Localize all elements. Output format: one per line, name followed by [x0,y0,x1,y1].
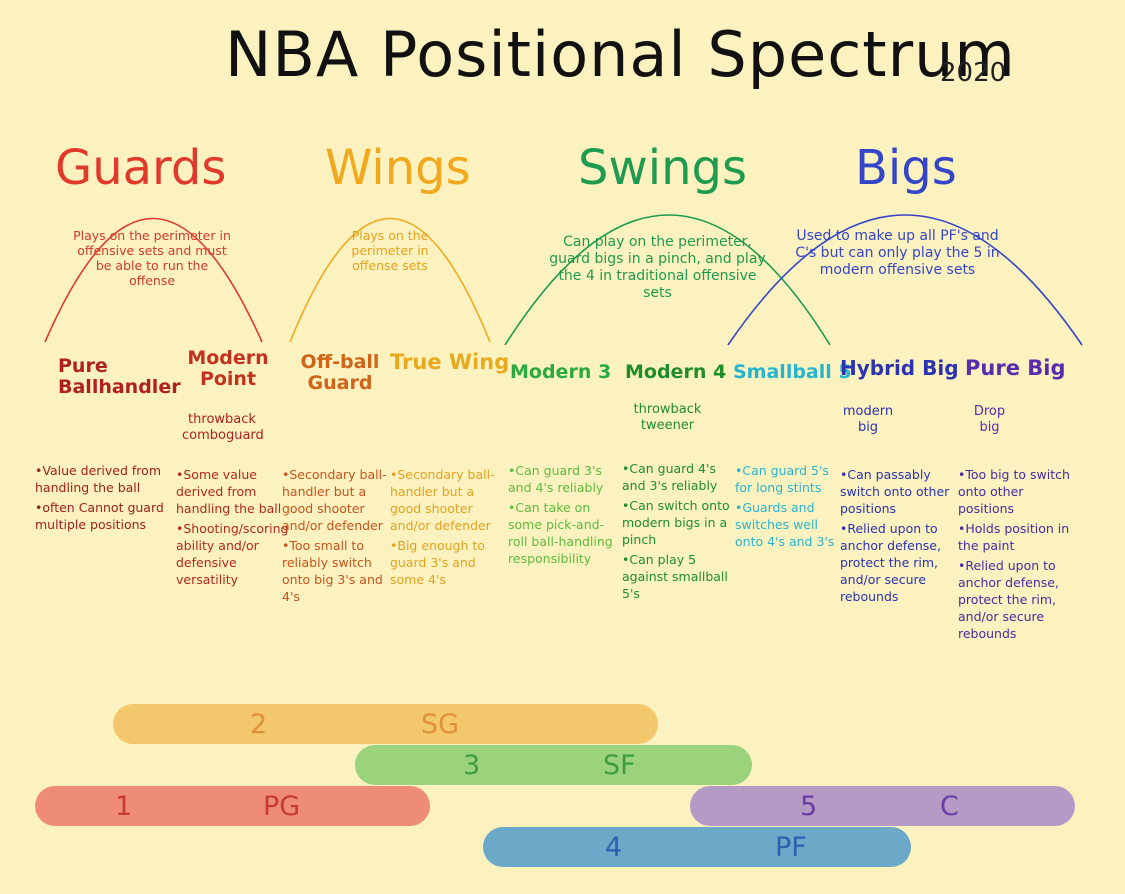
bullet: •Big enough to guard 3's and some 4's [390,538,485,587]
bullet: •Relied upon to anchor defense, protect … [958,558,1059,641]
guards-arc [44,217,263,343]
bullet: •Value derived from handling the ball [35,463,161,495]
wings-note: Plays on the perimeter in offense sets [351,228,429,273]
position-modern-point: Modern Point [187,347,269,390]
bullet: •Some value derived from handling the ba… [176,467,282,516]
bullet: •Secondary ball-handler but a good shoot… [390,467,495,533]
bar-position-4: 4 PF [483,827,911,867]
bullets-pure-ballhandler: •Value derived from handling the ball •o… [35,462,177,536]
bullet: •Can guard 5's for long stints [735,463,829,495]
bullet: •often Cannot guard multiple positions [35,500,164,532]
bullets-pure-big: •Too big to switch onto other positions … [958,466,1078,645]
bar-number: 2 [250,709,268,740]
bigs-title: Bigs [855,140,957,196]
position-smallball-5: Smallball 5 [733,361,852,383]
wings-title: Wings [325,140,471,196]
guards-note: Plays on the perimeter in offensive sets… [73,228,231,288]
bullet: •Guards and switches well onto 4's and 3… [735,500,835,549]
bullet: •Can take on some pick-and-roll ball-han… [508,500,613,566]
bullet: •Holds position in the paint [958,521,1070,553]
position-pure-big: Pure Big [965,356,1066,380]
swings-note: Can play on the perimeter, guard bigs in… [549,234,766,301]
bar-number: 5 [800,791,818,822]
bar-abbr: PG [263,791,301,822]
bullet: •Shooting/scoring ability and/or defensi… [176,521,289,587]
page-title: NBA Positional Spectrum [225,18,1016,91]
bullets-hybrid-big: •Can passably switch onto other position… [840,466,952,608]
guards-title: Guards [55,140,227,196]
bullet: •Can guard 3's and 4's reliably [508,463,604,495]
sub-hybrid-big: modern big [842,404,894,435]
bullet: •Can switch onto modern bigs in a pinch [622,498,730,547]
position-modern-3: Modern 3 [510,361,612,383]
bar-number: 1 [115,791,133,822]
year-label: 2020 [940,58,1007,88]
bullet: •Can play 5 against smallball 5's [622,552,728,601]
bar-abbr: C [940,791,959,822]
swings-title: Swings [578,140,747,196]
bullets-true-wing: •Secondary ball-handler but a good shoot… [390,466,498,591]
swings-arc [504,214,831,346]
position-pure-ballhandler: Pure Ballhandler [58,355,181,398]
wings-arc [289,217,491,343]
bullets-modern-3: •Can guard 3's and 4's reliably •Can tak… [508,462,620,570]
bullets-smallball-5: •Can guard 5's for long stints •Guards a… [735,462,835,553]
sub-modern-point: throwback comboguard [182,412,264,443]
bullet: •Can passably switch onto other position… [840,467,950,516]
bar-abbr: SF [603,750,636,781]
position-true-wing: True Wing [390,350,510,374]
bullets-off-ball-guard: •Secondary ball-handler but a good shoot… [282,466,387,608]
bar-position-1: 1 PG [35,786,430,826]
bullet: •Can guard 4's and 3's reliably [622,461,718,493]
bar-abbr: PF [775,832,807,863]
bullet: •Too small to reliably switch onto big 3… [282,538,383,604]
bullets-modern-4: •Can guard 4's and 3's reliably •Can swi… [622,460,732,605]
sub-modern-4: throwback tweener [633,402,702,433]
bullet: •Relied upon to anchor defense, protect … [840,521,941,604]
position-modern-4: Modern 4 [625,361,727,383]
bar-number: 4 [605,832,623,863]
sub-pure-big: Drop big [973,404,1006,435]
bullets-modern-point: •Some value derived from handling the ba… [176,466,289,591]
bar-position-3: 3 SF [355,745,752,785]
position-hybrid-big: Hybrid Big [840,356,959,380]
bar-position-2: 2 SG [113,704,658,744]
position-off-ball-guard: Off-ball Guard [300,351,380,394]
bar-number: 3 [463,750,481,781]
bar-abbr: SG [421,709,460,740]
bullet: •Too big to switch onto other positions [958,467,1070,516]
bullet: •Secondary ball-handler but a good shoot… [282,467,387,533]
bigs-note: Used to make up all PF's and C's but can… [795,228,1000,278]
bar-position-5: 5 C [690,786,1075,826]
bigs-arc [727,214,1083,346]
